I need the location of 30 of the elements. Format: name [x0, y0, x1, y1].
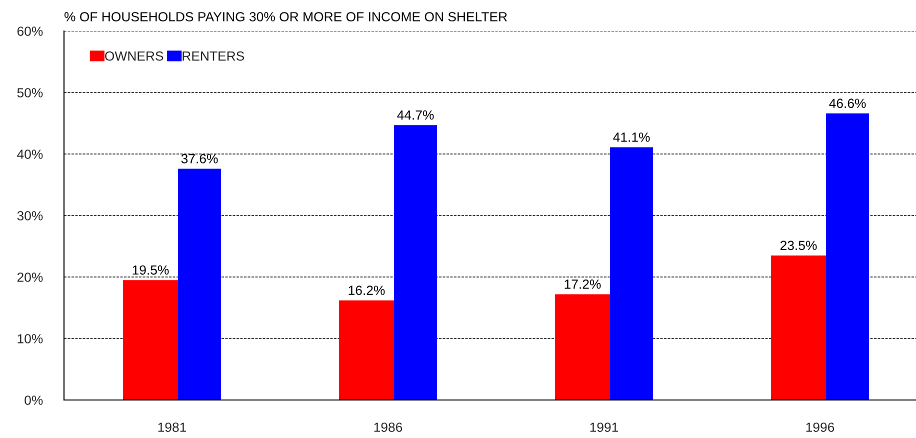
bar: [338, 300, 394, 400]
bar: [826, 113, 870, 400]
bar: [394, 125, 438, 400]
data-label: 23.5%: [780, 240, 817, 250]
y-tick-label: 20%: [17, 272, 43, 282]
data-label: 44.7%: [397, 110, 434, 120]
bar: [770, 255, 826, 400]
y-tick-label: 30%: [17, 211, 43, 220]
data-label: 19.5%: [132, 265, 169, 275]
data-label: 17.2%: [564, 279, 601, 289]
legend-label: RENTERS: [182, 51, 244, 61]
y-tick-label: 50%: [17, 88, 43, 98]
y-tick-label: 40%: [17, 150, 43, 159]
data-label: 46.6%: [829, 98, 866, 108]
chart-title: % OF HOUSEHOLDS PAYING 30% OR MORE OF INCOME ON SHELTER: [64, 12, 507, 22]
legend-label: OWNERS: [105, 51, 164, 61]
y-tick-label: 60%: [17, 26, 43, 36]
bar: [554, 294, 610, 400]
y-tick-label: 0%: [24, 396, 43, 405]
x-tick-label: 1991: [590, 422, 618, 432]
x-tick-label: 1981: [158, 422, 186, 432]
y-tick-label: 10%: [18, 334, 43, 344]
data-label: 41.1%: [613, 132, 650, 142]
data-label: 16.2%: [348, 286, 385, 295]
data-label: 37.6%: [181, 154, 218, 164]
bar: [610, 147, 654, 400]
x-tick-label: 1996: [806, 422, 834, 432]
x-tick-label: 1986: [374, 422, 402, 432]
bar: [178, 168, 222, 400]
bar: [122, 280, 178, 400]
